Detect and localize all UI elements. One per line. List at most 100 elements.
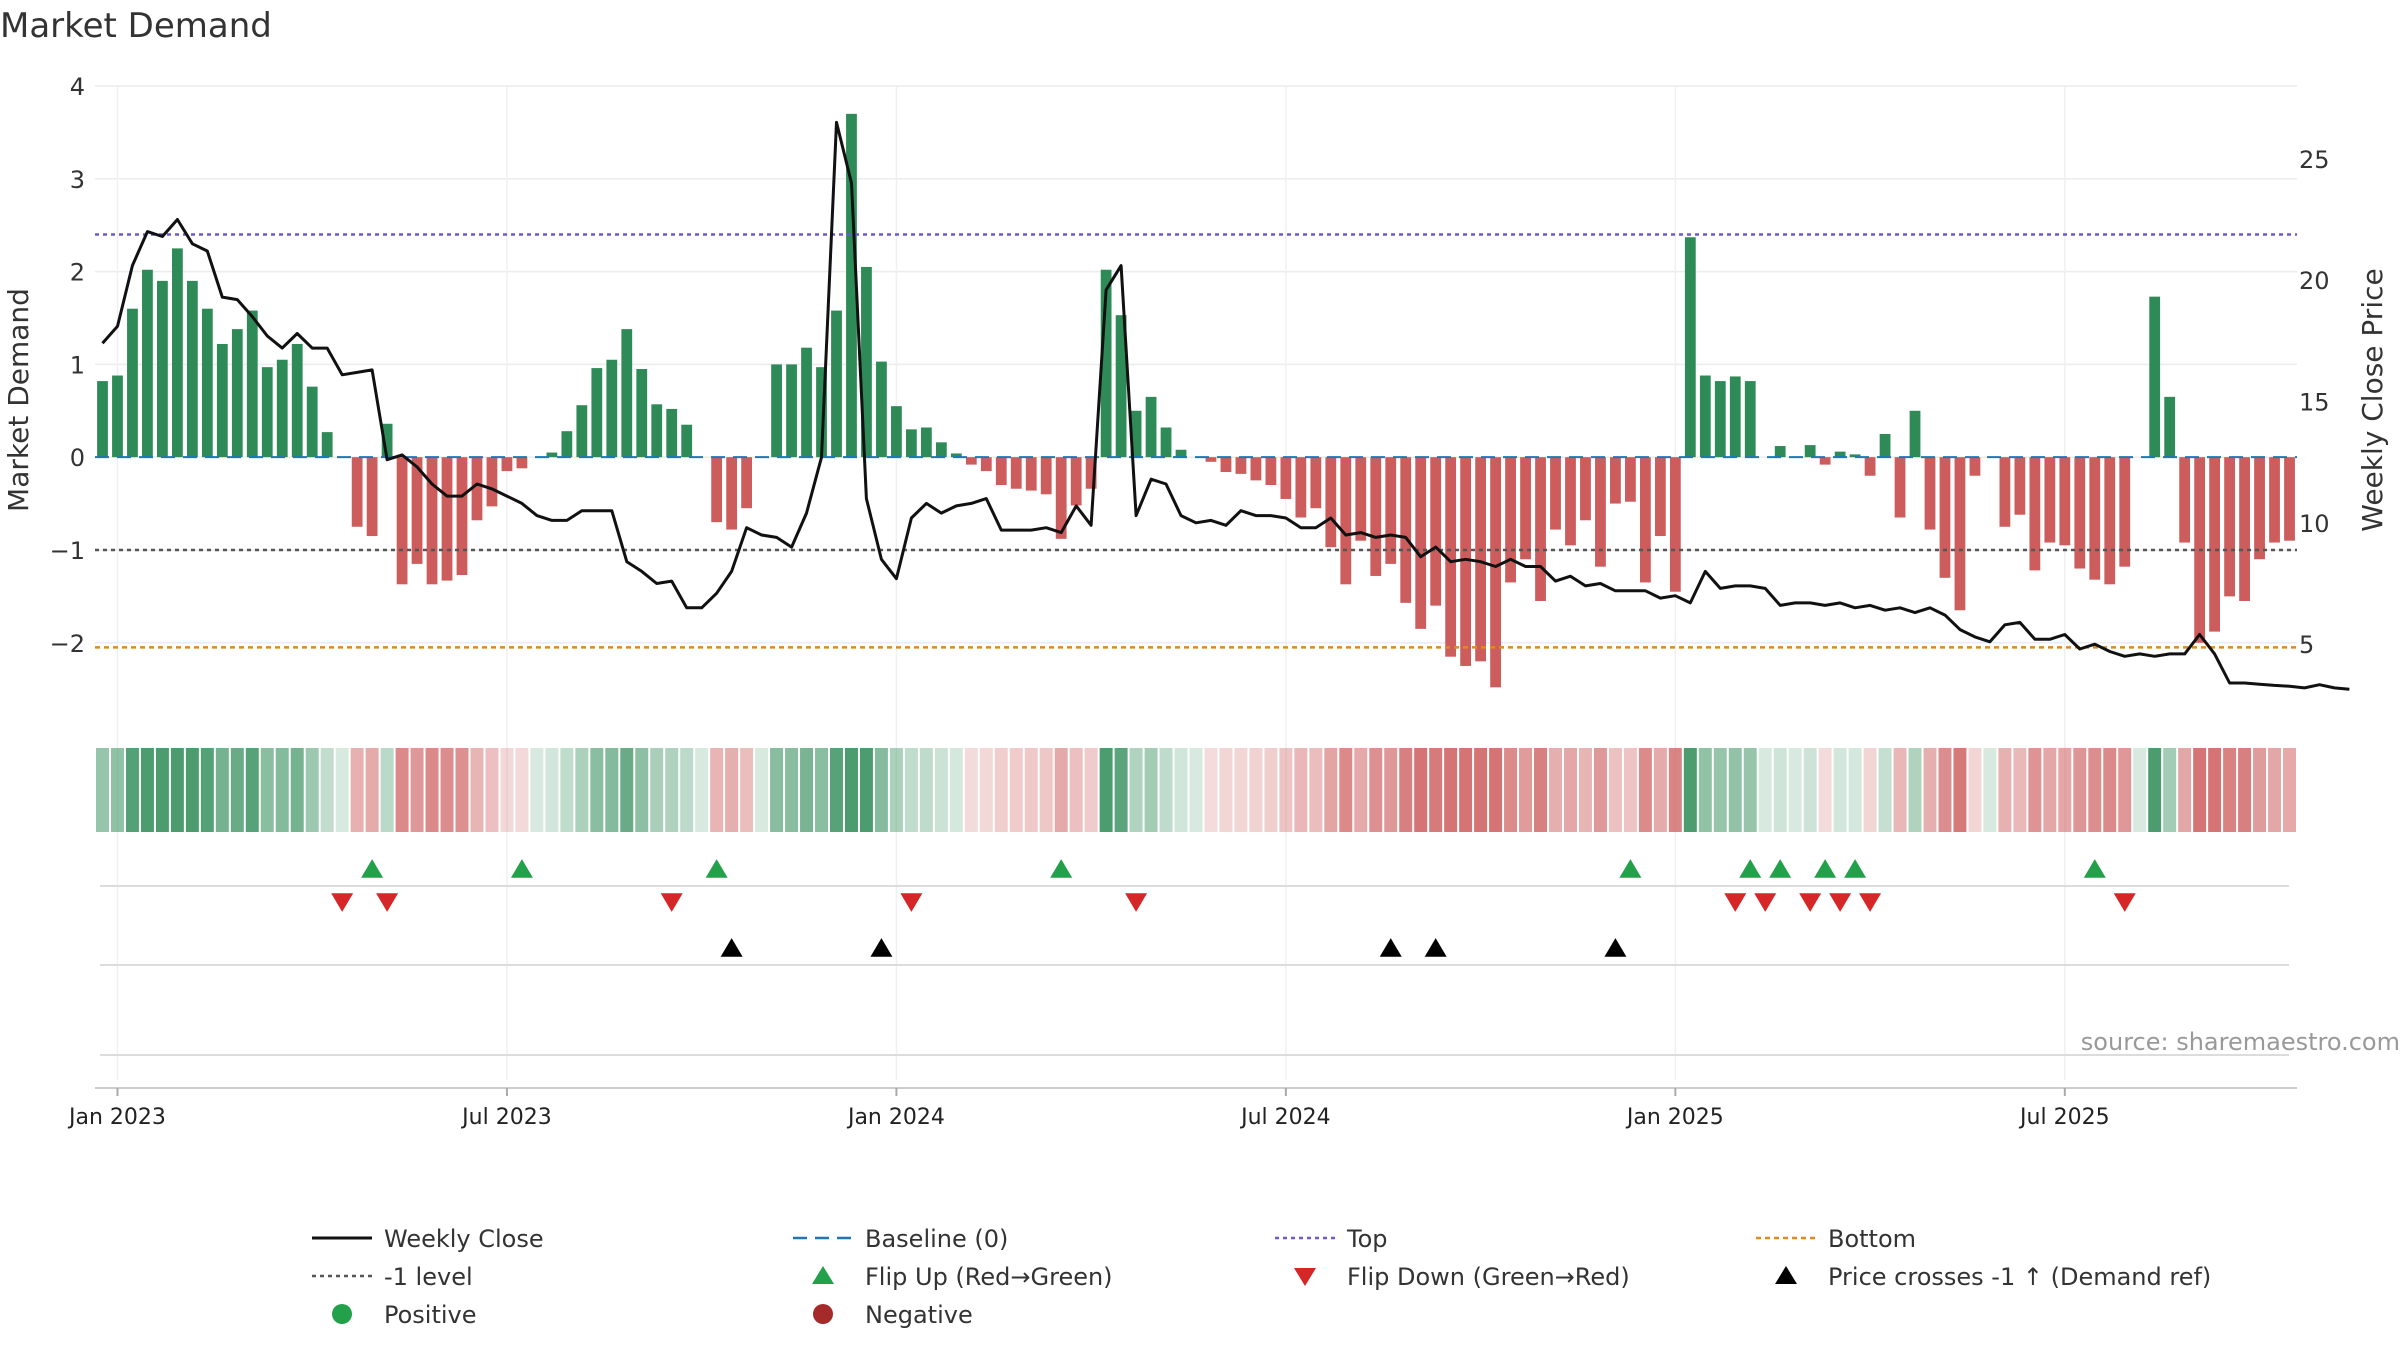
demand-bar-negative bbox=[1010, 457, 1022, 489]
demand-bar-negative bbox=[486, 457, 498, 507]
demand-bar-negative bbox=[351, 457, 363, 527]
y-tick-label-right: 10 bbox=[2299, 510, 2330, 538]
heat-strip-cell bbox=[1983, 748, 1997, 832]
heat-strip-cell bbox=[740, 748, 754, 832]
heat-strip-cell bbox=[350, 748, 364, 832]
flip-up-marker bbox=[1739, 859, 1762, 878]
heat-strip-cell bbox=[2223, 748, 2237, 832]
heat-strip-cell bbox=[455, 748, 469, 832]
demand-bar-positive bbox=[231, 329, 243, 458]
heat-strip-cell bbox=[2058, 748, 2072, 832]
demand-bar-positive bbox=[935, 442, 947, 458]
demand-bar-positive bbox=[97, 381, 108, 458]
demand-bar-negative bbox=[501, 457, 513, 472]
x-tick-label: Jul 2025 bbox=[2018, 1105, 2110, 1130]
demand-bar-negative bbox=[471, 457, 483, 521]
legend-label: Bottom bbox=[1828, 1225, 1916, 1253]
demand-bar-negative bbox=[1040, 457, 1052, 495]
demand-bar-negative bbox=[1280, 457, 1292, 499]
heat-strip-cell bbox=[2133, 748, 2147, 832]
heat-strip-cell bbox=[1369, 748, 1383, 832]
legend-swatch bbox=[813, 1304, 833, 1324]
demand-bar-positive bbox=[905, 429, 917, 458]
demand-bar-positive bbox=[2149, 296, 2161, 458]
demand-bar-positive bbox=[1160, 427, 1172, 458]
heat-strip-cell bbox=[1638, 748, 1652, 832]
heat-strip-cell bbox=[560, 748, 574, 832]
heat-strip-cell bbox=[500, 748, 514, 832]
heat-strip-cell bbox=[335, 748, 349, 832]
demand-bar-positive bbox=[846, 113, 857, 458]
heat-strip-cell bbox=[874, 748, 888, 832]
y-axis-label-right: Weekly Close Price bbox=[2356, 268, 2389, 531]
demand-bar-positive bbox=[142, 269, 153, 458]
heat-strip-cell bbox=[1549, 748, 1562, 832]
heat-strip-cell bbox=[1309, 748, 1323, 832]
legend-swatch bbox=[1294, 1268, 1316, 1286]
legend-label: Weekly Close bbox=[384, 1225, 544, 1253]
heat-strip-cell bbox=[1219, 748, 1233, 832]
heat-strip-cell bbox=[155, 748, 169, 832]
heat-strip-cell bbox=[1189, 748, 1203, 832]
heat-strip-cell bbox=[1264, 748, 1278, 832]
heat-strip-cell bbox=[1608, 748, 1622, 832]
heat-strip-cell bbox=[2103, 748, 2117, 832]
demand-bar-negative bbox=[1295, 457, 1307, 518]
demand-bar-positive bbox=[261, 367, 273, 458]
demand-bar-positive bbox=[216, 343, 228, 458]
heat-strip-cell bbox=[1878, 748, 1892, 832]
demand-bar-negative bbox=[2074, 457, 2086, 569]
legend-swatch bbox=[332, 1304, 352, 1324]
demand-bar-negative bbox=[1055, 457, 1067, 539]
heat-strip-cell bbox=[1459, 748, 1473, 832]
demand-bar-negative bbox=[1550, 457, 1561, 530]
demand-bar-negative bbox=[1310, 457, 1322, 509]
demand-bar-negative bbox=[2059, 457, 2071, 546]
legend-item: Price crosses -1 ↑ (Demand ref) bbox=[1775, 1263, 2211, 1291]
heat-strip-cell bbox=[1564, 748, 1577, 832]
heat-strip-cell bbox=[1144, 748, 1158, 832]
heat-strip-cell bbox=[2283, 748, 2296, 832]
heat-strip-cell bbox=[2253, 748, 2267, 832]
heat-strip-cell bbox=[140, 748, 154, 832]
heat-strip-cell bbox=[440, 748, 454, 832]
demand-bar-negative bbox=[2179, 457, 2191, 543]
demand-bar-negative bbox=[1205, 457, 1217, 462]
demand-bar-positive bbox=[1849, 454, 1861, 458]
heat-strip-cell bbox=[1384, 748, 1398, 832]
heat-strip-cell bbox=[1848, 748, 1862, 832]
heat-strip-cell bbox=[1399, 748, 1413, 832]
demand-bar-negative bbox=[2269, 457, 2280, 543]
heat-strip-cell bbox=[1294, 748, 1308, 832]
heat-strip-cell bbox=[2043, 748, 2057, 832]
demand-bar-positive bbox=[861, 266, 872, 458]
chart-title: Market Demand bbox=[0, 6, 272, 46]
price-cross-marker bbox=[1424, 938, 1447, 957]
heat-strip-cell bbox=[305, 748, 319, 832]
demand-bar-negative bbox=[441, 457, 453, 581]
demand-bar-negative bbox=[2224, 457, 2235, 597]
heat-strip-cell bbox=[1324, 748, 1338, 832]
y-tick-label-left: 2 bbox=[70, 259, 85, 287]
heat-strip-cell bbox=[1339, 748, 1353, 832]
demand-bar-negative bbox=[1235, 457, 1247, 474]
heat-strip-cell bbox=[680, 748, 694, 832]
demand-bar-positive bbox=[816, 367, 827, 458]
y-tick-label-left: 3 bbox=[70, 166, 85, 194]
heat-strip-cell bbox=[1593, 748, 1607, 832]
demand-bar-negative bbox=[980, 457, 992, 472]
demand-bar-positive bbox=[1879, 433, 1891, 458]
heat-strip-cell bbox=[1773, 748, 1787, 832]
demand-bar-positive bbox=[201, 308, 213, 458]
demand-bar-positive bbox=[576, 405, 588, 458]
flip-up-marker bbox=[361, 859, 384, 878]
flip-down-marker bbox=[900, 893, 923, 912]
demand-bar-positive bbox=[1100, 269, 1112, 458]
legend-item: Top bbox=[1275, 1225, 1388, 1253]
heat-strip-cell bbox=[1968, 748, 1982, 832]
x-tick-label: Jul 2023 bbox=[460, 1105, 552, 1130]
demand-bar-negative bbox=[1954, 457, 1966, 611]
y-tick-label-right: 25 bbox=[2299, 146, 2330, 174]
